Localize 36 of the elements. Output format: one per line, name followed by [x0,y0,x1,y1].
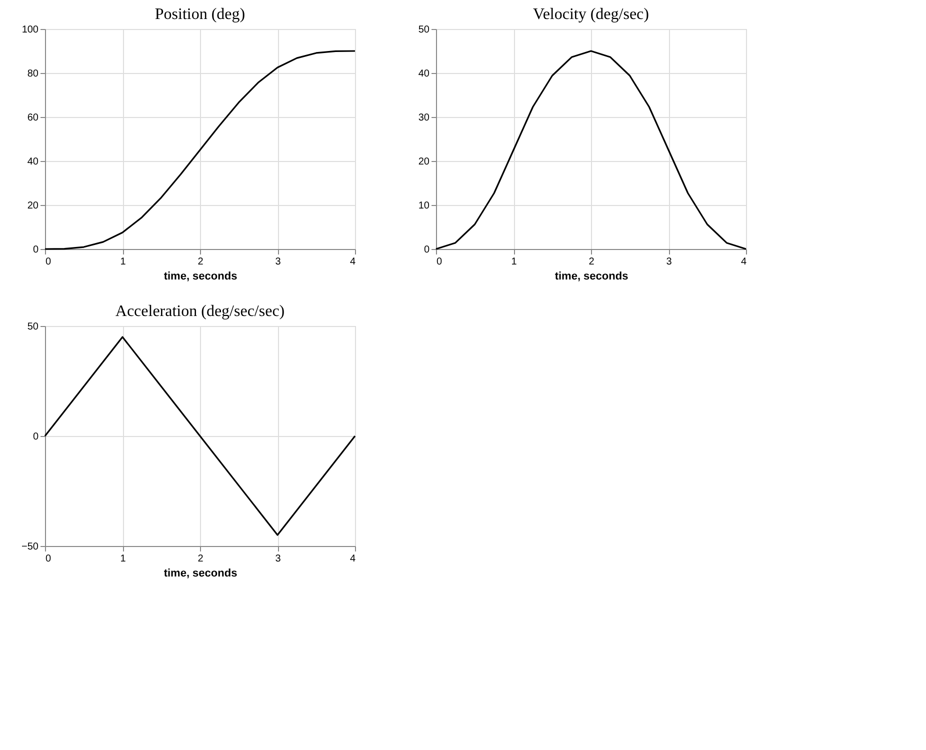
x-tick-label: 0 [46,256,52,268]
x-tick-label: 1 [120,554,126,564]
y-tick-label: 50 [27,322,39,332]
x-tick-label: 4 [350,554,356,564]
x-axis-title: time, seconds [164,270,238,282]
y-tick-label: 20 [418,156,430,168]
chart-title: Position (deg) [154,6,246,23]
y-tick-label: 60 [27,112,39,124]
y-tick-label: 0 [32,432,39,442]
y-tick-label: 0 [32,244,39,256]
x-axis-title: time, seconds [164,568,238,580]
y-tick-label: 20 [27,200,39,212]
y-tick-label: 100 [22,24,39,36]
x-tick-label: 3 [666,256,672,268]
y-tick-label: 10 [418,200,430,212]
y-tick-label: −50 [22,542,39,552]
x-tick-label: 3 [275,256,282,268]
x-tick-label: 0 [436,256,442,268]
y-tick-label: 80 [27,68,39,80]
y-tick-label: 0 [424,244,430,256]
x-tick-label: 1 [511,256,518,268]
x-tick-label: 0 [46,554,52,564]
x-axis-title: time, seconds [554,270,628,282]
y-tick-label: 50 [418,24,430,36]
x-tick-label: 4 [350,256,356,268]
y-tick-label: 40 [27,156,39,168]
x-tick-label: 2 [198,256,204,268]
x-tick-label: 2 [198,554,204,564]
x-tick-label: 2 [588,256,595,268]
x-tick-label: 4 [740,256,747,268]
y-tick-label: 40 [418,68,430,80]
x-tick-label: 3 [275,554,282,564]
chart-title: Acceleration (deg/sec/sec) [115,303,285,320]
y-tick-label: 30 [418,112,430,124]
x-tick-label: 1 [120,256,126,268]
chart-title: Velocity (deg/sec) [533,6,649,23]
